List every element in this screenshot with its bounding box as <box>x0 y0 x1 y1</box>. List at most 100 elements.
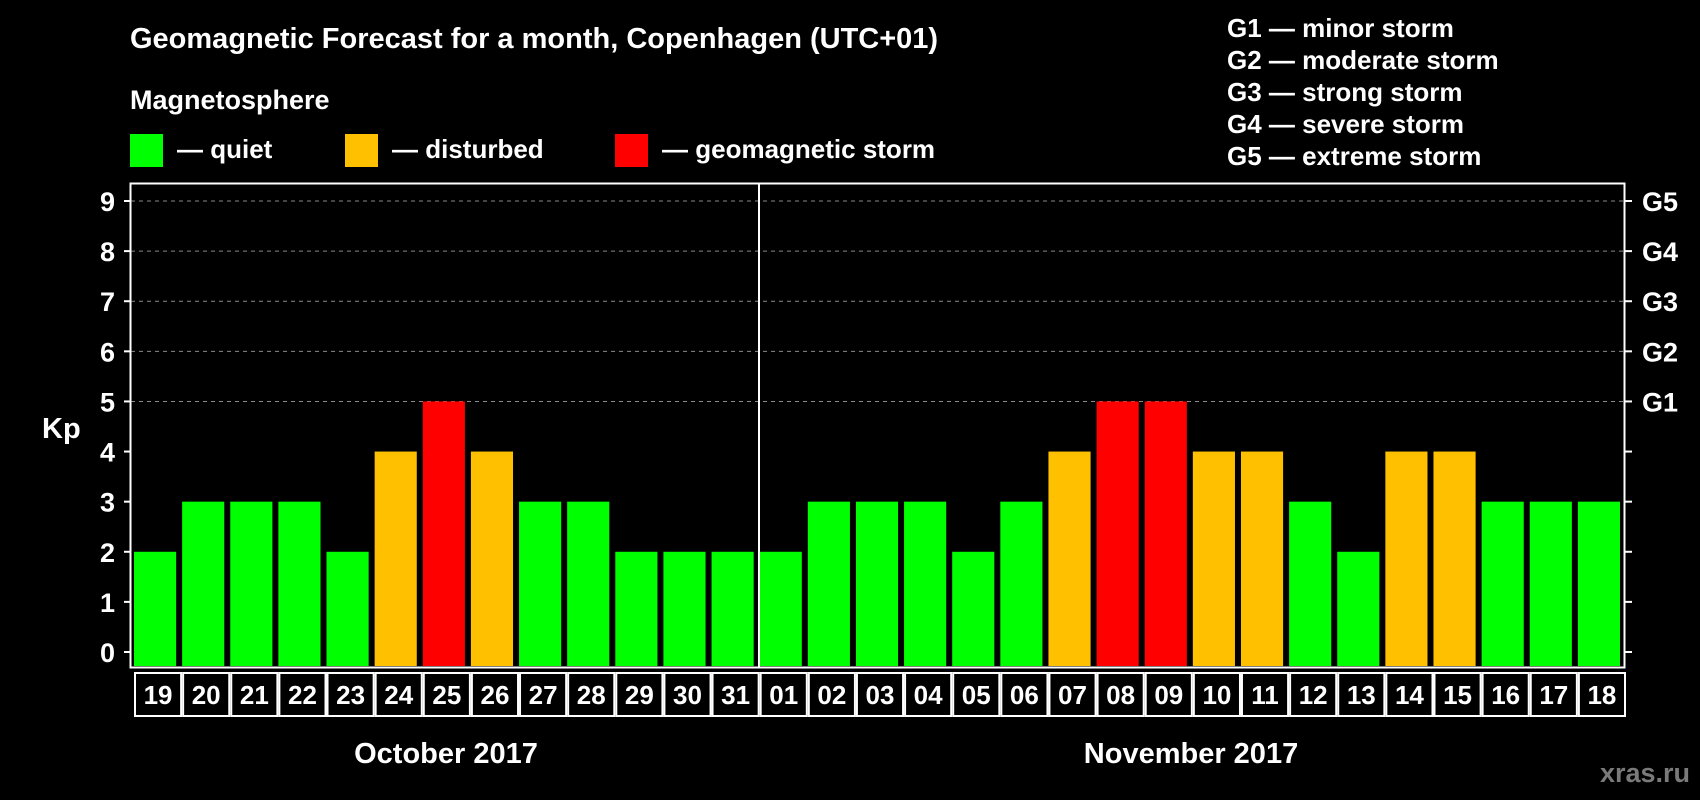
month-label-november: November 2017 <box>1084 738 1298 770</box>
day-label: 22 <box>288 680 317 710</box>
day-label: 19 <box>144 680 173 710</box>
plot-frame <box>129 182 1626 669</box>
storm-scale-g5: G5 — extreme storm <box>1227 141 1481 171</box>
day-label: 05 <box>962 680 991 710</box>
day-cell <box>567 672 616 717</box>
legend-swatch-quiet <box>130 134 163 167</box>
day-label: 29 <box>625 680 654 710</box>
day-cell <box>1433 672 1482 717</box>
bar <box>1529 501 1572 666</box>
day-label: 14 <box>1395 680 1424 710</box>
day-label: 23 <box>336 680 365 710</box>
y-tick-label: 8 <box>100 237 115 267</box>
bar <box>326 551 369 666</box>
bar <box>182 501 225 666</box>
legend: — quiet — disturbed — geomagnetic storm <box>130 134 935 167</box>
bar <box>1385 451 1428 666</box>
day-cell <box>615 672 664 717</box>
bar <box>807 501 850 666</box>
bar <box>1144 401 1187 666</box>
legend-swatch-disturbed <box>345 134 378 167</box>
storm-scale-g4: G4 — severe storm <box>1227 109 1464 139</box>
day-cell <box>759 672 808 717</box>
day-label: 17 <box>1539 680 1568 710</box>
day-cell <box>278 672 327 717</box>
y-tick-label: 0 <box>100 638 115 668</box>
day-label: 01 <box>769 680 798 710</box>
bar <box>1433 451 1476 666</box>
storm-level-label: G3 <box>1642 287 1678 317</box>
day-cell <box>1529 672 1578 717</box>
day-label: 26 <box>481 680 510 710</box>
legend-heading: Magnetosphere <box>130 85 330 115</box>
bar <box>615 551 658 666</box>
bar <box>1337 551 1380 666</box>
legend-swatch-storm <box>615 134 648 167</box>
day-label: 30 <box>673 680 702 710</box>
storm-scale-list: G1 — minor storm G2 — moderate storm G3 … <box>1227 13 1499 171</box>
day-label: 28 <box>577 680 606 710</box>
day-cell <box>855 672 905 717</box>
bars <box>134 401 1620 666</box>
bar <box>952 551 995 666</box>
bar <box>422 401 465 666</box>
day-cell <box>904 672 953 717</box>
day-label: 02 <box>817 680 846 710</box>
day-cell <box>1048 672 1097 717</box>
day-label: 11 <box>1251 680 1279 710</box>
day-cell <box>1481 672 1530 717</box>
storm-level-label: G1 <box>1642 387 1678 417</box>
day-cell <box>1289 672 1338 717</box>
bar <box>567 501 610 666</box>
day-cell <box>1337 672 1386 717</box>
day-cell <box>1240 672 1290 717</box>
legend-label-quiet: — quiet <box>177 134 273 164</box>
bar <box>470 451 514 666</box>
day-label: 08 <box>1106 680 1135 710</box>
day-cell <box>374 672 423 717</box>
day-label: 15 <box>1443 680 1472 710</box>
y-tick-label: 9 <box>100 187 115 217</box>
day-cell <box>326 672 375 717</box>
bar <box>519 501 562 666</box>
chart-title: Geomagnetic Forecast for a month, Copenh… <box>130 23 938 55</box>
day-cell <box>422 672 471 717</box>
bar <box>1192 451 1235 666</box>
day-cell <box>1385 672 1434 717</box>
y-tick-label: 5 <box>100 387 115 417</box>
day-cell <box>519 672 568 717</box>
storm-level-label: G5 <box>1642 187 1678 217</box>
day-cell <box>182 672 231 717</box>
y-tick-label: 3 <box>100 488 115 518</box>
day-label: 03 <box>866 680 895 710</box>
grid-lines <box>131 200 1623 402</box>
bar <box>1289 501 1332 666</box>
y-tick-label: 6 <box>100 337 115 367</box>
day-cell <box>1577 672 1627 717</box>
day-cell <box>711 672 760 717</box>
y-tick-label: 4 <box>100 438 115 468</box>
y-tick-label: 1 <box>100 588 115 618</box>
bar <box>663 551 706 666</box>
bar <box>134 551 177 666</box>
storm-scale-g2: G2 — moderate storm <box>1227 45 1499 75</box>
storm-scale-g1: G1 — minor storm <box>1227 13 1454 43</box>
month-label-october: October 2017 <box>354 738 538 770</box>
bar <box>1481 501 1524 666</box>
bar <box>1577 501 1620 666</box>
day-label: 24 <box>384 680 413 710</box>
day-cell <box>1192 672 1241 717</box>
day-cell <box>1096 672 1145 717</box>
day-label: 06 <box>1010 680 1039 710</box>
y-axis-label: Kp <box>42 413 81 445</box>
bar <box>1096 401 1139 666</box>
watermark: xras.ru <box>1600 758 1690 788</box>
legend-label-storm: — geomagnetic storm <box>662 134 935 164</box>
storm-level-label: G4 <box>1642 237 1678 267</box>
day-label: 13 <box>1347 680 1376 710</box>
day-label: 20 <box>192 680 221 710</box>
day-label: 09 <box>1154 680 1183 710</box>
bar <box>904 501 947 666</box>
bar <box>711 551 754 666</box>
